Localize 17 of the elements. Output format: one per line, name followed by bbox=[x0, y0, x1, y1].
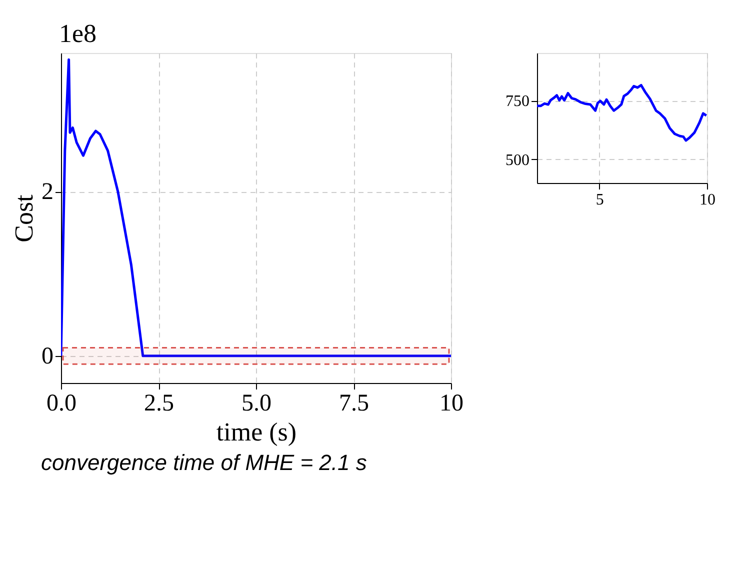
x-tick-label: 10 bbox=[700, 192, 716, 208]
line-series bbox=[537, 84, 707, 142]
x-tick-label: 0.0 bbox=[46, 390, 76, 416]
y-tick-label: 2 bbox=[42, 179, 54, 206]
x-tick-label: 7.5 bbox=[339, 390, 369, 416]
x-tick-label: 5.0 bbox=[242, 390, 272, 416]
y-tick-label: 750 bbox=[506, 93, 530, 110]
y-tick-label: 0 bbox=[42, 343, 54, 370]
x-axis-title: time (s) bbox=[216, 418, 297, 446]
y-tick-label: 500 bbox=[506, 152, 530, 169]
x-tick-label: 2.5 bbox=[144, 390, 174, 416]
line-series bbox=[61, 58, 451, 358]
x-tick-label: 5 bbox=[596, 192, 604, 208]
text: 1e8 bbox=[59, 19, 97, 48]
y-axis-title: Cost bbox=[10, 194, 38, 242]
text: convergence time of MHE = 2.1 s bbox=[41, 450, 367, 475]
x-tick-label: 10 bbox=[440, 390, 464, 416]
